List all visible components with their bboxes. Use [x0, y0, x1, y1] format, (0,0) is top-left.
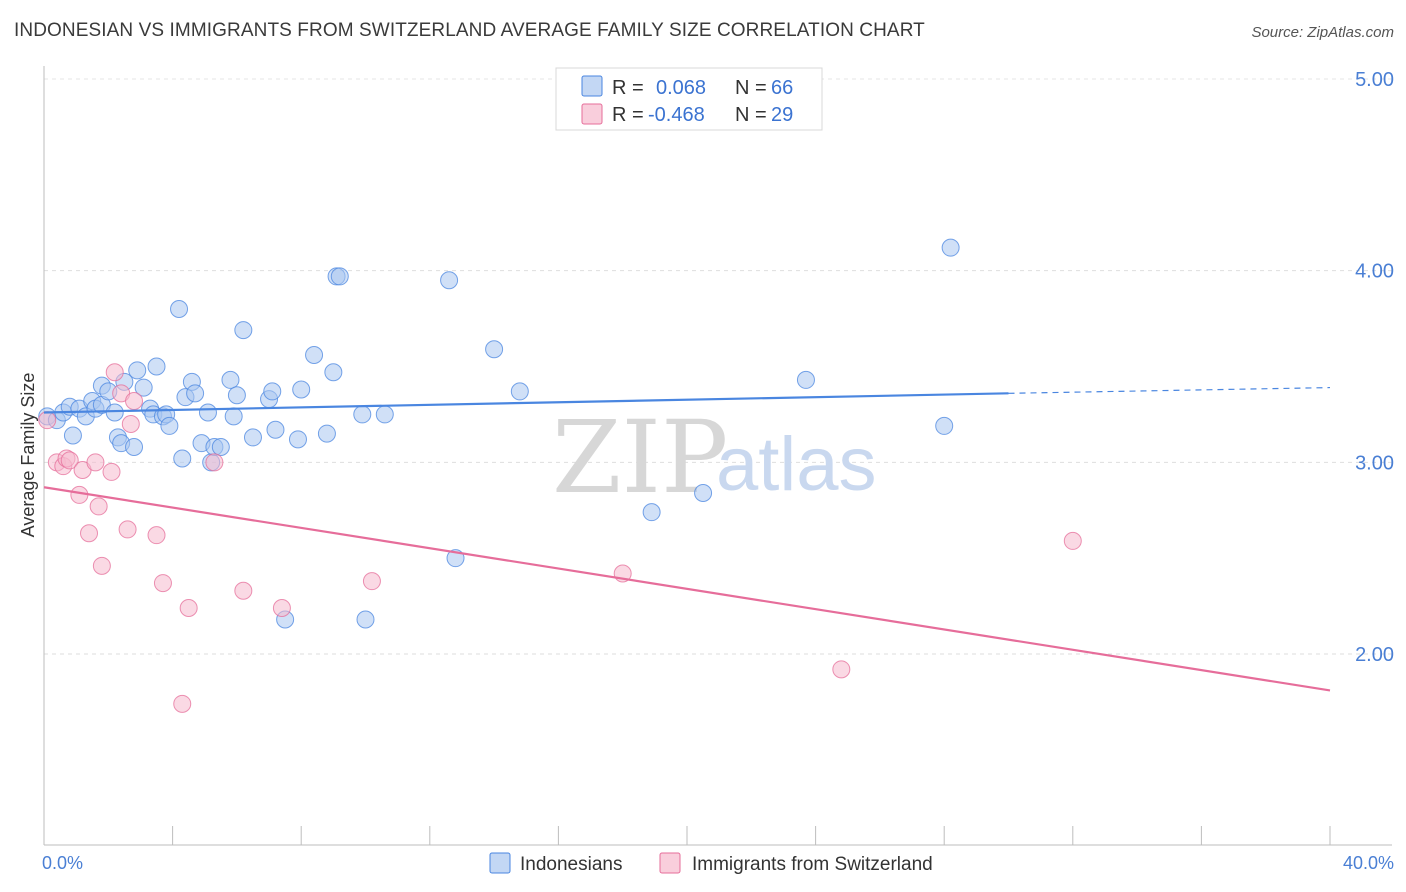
indonesians-point-44	[288, 430, 307, 449]
legend-n-value-0: 66	[771, 77, 793, 99]
switzerland-point-21	[205, 453, 224, 472]
switzerland-trend-line	[43, 486, 1331, 692]
bottom-legend-swatch-pink	[659, 852, 681, 874]
legend-swatch-pink	[581, 103, 603, 125]
switzerland-point-15	[121, 415, 140, 433]
indonesians-trend-extension	[1008, 386, 1331, 394]
indonesians-point-8	[63, 426, 82, 445]
switzerland-point-0	[38, 411, 57, 430]
legend-r-value-0: 0.068	[656, 77, 706, 99]
y-tick-labels: 2.00 3.00 4.00 5.00	[1355, 69, 1394, 666]
x-tick-label-0: 0.0%	[42, 853, 83, 873]
legend-n-label-1: N =	[735, 104, 767, 126]
switzerland-point-26	[832, 660, 851, 679]
indonesians-point-18	[134, 378, 153, 397]
indonesians-point-25	[170, 300, 189, 318]
indonesians-point-31	[198, 403, 217, 422]
indonesians-point-38	[234, 321, 253, 340]
indonesians-point-58	[642, 503, 661, 522]
legend-n-label-0: N =	[735, 77, 767, 99]
indonesians-point-48	[324, 363, 343, 382]
switzerland-point-17	[147, 526, 166, 545]
stats-legend: R = 0.068 N = 66 R = -0.468 N = 29	[555, 67, 823, 131]
indonesians-point-61	[935, 416, 954, 435]
bottom-legend-swatch-blue	[489, 852, 511, 874]
indonesians-point-35	[221, 370, 240, 389]
switzerland-point-10	[92, 556, 111, 575]
trend-lines	[43, 386, 1331, 692]
switzerland-point-7	[80, 524, 99, 543]
indonesians-point-53	[375, 405, 394, 424]
indonesians-trend-line	[43, 392, 1009, 414]
legend-r-label-0: R =	[612, 77, 644, 99]
indonesians-point-57	[510, 382, 529, 401]
switzerland-point-19	[179, 599, 198, 617]
indonesians-point-54	[440, 271, 459, 290]
y-tick-label-2: 4.00	[1355, 261, 1394, 283]
indonesians-point-45	[292, 380, 311, 399]
switzerland-point-8	[86, 453, 105, 472]
gridlines	[44, 78, 1392, 655]
indonesians-point-16	[125, 438, 144, 456]
legend-swatch-blue	[581, 75, 603, 97]
switzerland-point-27	[1063, 531, 1082, 550]
watermark-atlas: atlas	[716, 422, 877, 507]
x-tick-label-1: 40.0%	[1343, 853, 1394, 873]
switzerland-point-16	[125, 392, 144, 410]
bottom-legend-switzerland: Immigrants from Switzerland	[692, 854, 933, 875]
switzerland-point-20	[173, 694, 192, 713]
switzerland-point-14	[118, 520, 137, 539]
switzerland-point-9	[89, 497, 108, 516]
indonesians-point-39	[243, 428, 262, 447]
series-points	[38, 238, 1082, 713]
switzerland-point-22	[234, 581, 253, 600]
watermark: ZIP atlas	[552, 399, 877, 516]
indonesians-point-59	[694, 484, 713, 502]
indonesians-point-60	[796, 370, 815, 389]
switzerland-point-5	[70, 485, 89, 504]
y-axis-label: Average Family Size	[18, 373, 38, 538]
switzerland-point-23	[272, 599, 291, 617]
switzerland-point-18	[153, 574, 172, 593]
y-tick-label-1: 3.00	[1355, 452, 1394, 474]
indonesians-point-52	[356, 610, 375, 629]
indonesians-point-34	[211, 438, 230, 456]
axes	[43, 66, 1392, 846]
indonesians-point-47	[317, 424, 336, 443]
indonesians-point-12	[105, 403, 124, 422]
indonesians-point-56	[485, 340, 504, 359]
series-legend: Indonesians Immigrants from Switzerland	[489, 852, 933, 875]
indonesians-point-29	[186, 384, 205, 403]
switzerland-point-4	[60, 451, 79, 470]
chart-title: INDONESIAN VS IMMIGRANTS FROM SWITZERLAN…	[14, 20, 925, 41]
switzerland-point-12	[105, 363, 124, 382]
switzerland-point-11	[102, 462, 121, 481]
indonesians-point-17	[128, 361, 147, 380]
y-tick-label-3: 5.00	[1355, 69, 1394, 91]
indonesians-point-50	[330, 267, 349, 286]
indonesians-point-37	[227, 386, 246, 405]
indonesians-point-46	[305, 346, 324, 364]
y-tick-label-0: 2.00	[1355, 644, 1394, 666]
indonesians-point-41	[263, 382, 282, 401]
indonesians-point-24	[160, 416, 179, 435]
chart-source: Source: ZipAtlas.com	[1251, 24, 1394, 41]
legend-r-value-1: -0.468	[648, 104, 705, 126]
switzerland-point-24	[362, 572, 381, 591]
legend-r-label-1: R =	[612, 104, 644, 126]
indonesians-point-62	[941, 238, 960, 257]
indonesians-point-26	[173, 449, 192, 468]
bottom-legend-indonesians: Indonesians	[520, 854, 622, 875]
x-tick-labels: 0.0% 40.0%	[42, 853, 1394, 873]
legend-n-value-1: 29	[771, 104, 793, 126]
indonesians-point-42	[266, 420, 285, 439]
indonesians-point-21	[147, 357, 166, 376]
indonesians-point-51	[353, 405, 372, 424]
indonesians-point-36	[224, 407, 243, 426]
